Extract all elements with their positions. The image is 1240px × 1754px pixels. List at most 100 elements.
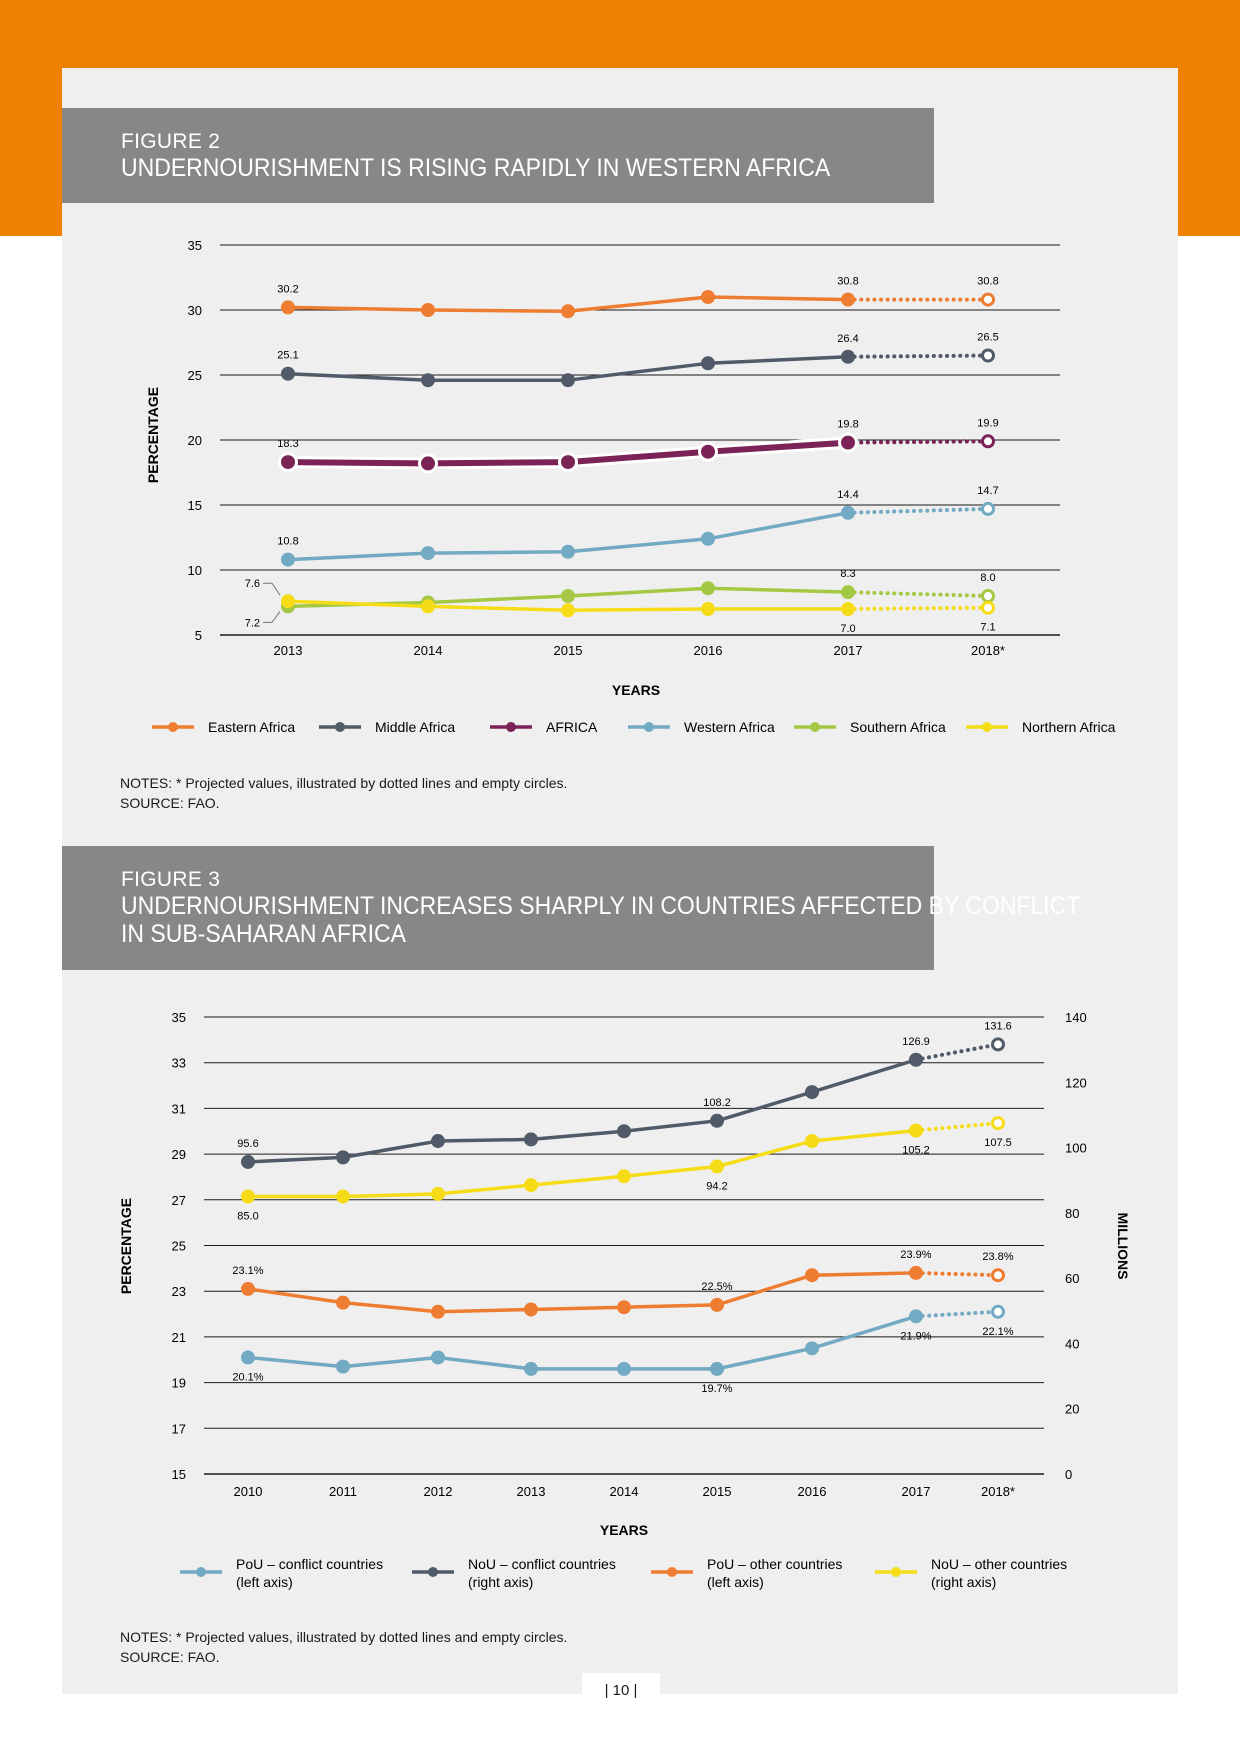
y-tick-label: 27 bbox=[172, 1193, 186, 1208]
legend-axis-note: (right axis) bbox=[468, 1574, 533, 1590]
data-label: 19.8 bbox=[837, 419, 858, 431]
y-tick-label: 17 bbox=[172, 1421, 186, 1436]
legend-marker-nou-conflict-countries bbox=[428, 1567, 438, 1577]
pou-other-countries-point bbox=[909, 1265, 923, 1280]
data-label: 22.5% bbox=[701, 1281, 732, 1293]
nou-conflict-countries-point bbox=[805, 1085, 819, 1100]
legend-label-western-africa: Western Africa bbox=[684, 719, 775, 735]
figure-2-title: UNDERNOURISHMENT IS RISING RAPIDLY IN WE… bbox=[121, 154, 831, 182]
northern-africa-point bbox=[701, 602, 715, 616]
pou-conflict-countries-projected-line bbox=[914, 1309, 1000, 1319]
y-tick-label: 33 bbox=[172, 1056, 186, 1071]
nou-conflict-countries-point bbox=[431, 1134, 445, 1149]
nou-other-countries-point bbox=[805, 1134, 819, 1149]
y-tick-label: 35 bbox=[172, 1010, 186, 1025]
legend-marker-pou-other-countries bbox=[667, 1567, 677, 1577]
y2-axis-title: MILLIONS bbox=[1115, 1213, 1131, 1280]
data-label: 107.5 bbox=[984, 1137, 1012, 1149]
data-label: 105.2 bbox=[902, 1145, 930, 1157]
legend-marker-africa bbox=[506, 722, 516, 732]
data-label: 30.8 bbox=[977, 276, 998, 288]
nou-conflict-countries-point bbox=[710, 1113, 724, 1128]
legend-axis-note: (left axis) bbox=[236, 1574, 293, 1590]
eastern-africa-point bbox=[281, 300, 295, 315]
data-label: 94.2 bbox=[706, 1181, 727, 1193]
data-label: 131.6 bbox=[984, 1020, 1012, 1032]
legend-label-middle-africa: Middle Africa bbox=[375, 719, 455, 735]
y-axis-title: PERCENTAGE bbox=[118, 1198, 134, 1294]
legend-label-pou-conflict-countries: PoU – conflict countries bbox=[236, 1556, 383, 1572]
x-tick-label: 2014 bbox=[414, 643, 443, 658]
northern-africa-projected-point bbox=[981, 600, 995, 615]
figure-3-title-line2: IN SUB-SAHARAN AFRICA bbox=[121, 920, 406, 948]
data-label: 7.1 bbox=[980, 622, 995, 634]
figure-3-chart: 15 17 19 21 23 25 27 29 31 33 35 0 20 40 60 80 100 120 140… bbox=[118, 1010, 1131, 1590]
data-label: 21.9% bbox=[900, 1330, 931, 1342]
pou-conflict-countries-point bbox=[909, 1309, 923, 1324]
pou-conflict-countries-point bbox=[431, 1350, 445, 1365]
y2-tick-label: 140 bbox=[1065, 1010, 1087, 1025]
y-tick-label: 31 bbox=[172, 1101, 186, 1116]
northern-africa-point bbox=[561, 603, 575, 618]
southern-africa-point bbox=[561, 589, 575, 603]
middle-africa-projected-point bbox=[981, 348, 995, 363]
middle-africa-point bbox=[281, 366, 295, 381]
data-label: 126.9 bbox=[902, 1036, 930, 1048]
nou-other-countries-point bbox=[241, 1189, 255, 1204]
nou-conflict-countries-point bbox=[241, 1154, 255, 1169]
legend-label-northern-africa: Northern Africa bbox=[1022, 719, 1116, 735]
western-africa-point bbox=[281, 552, 295, 567]
nou-other-countries-point bbox=[431, 1186, 445, 1201]
x-tick-label: 2018* bbox=[971, 643, 1005, 658]
data-label: 19.7% bbox=[701, 1383, 732, 1395]
africa-point bbox=[841, 435, 855, 450]
figure-2-chart: 5 10 15 20 25 30 35 2013 2014 2015 2016 2017 2018* YE… bbox=[145, 238, 1116, 735]
nou-other-countries-projected-line bbox=[914, 1121, 1000, 1133]
y2-tick-label: 60 bbox=[1065, 1271, 1079, 1286]
data-label: 26.5 bbox=[977, 332, 998, 344]
data-label: 108.2 bbox=[703, 1097, 731, 1109]
data-label: 26.4 bbox=[837, 333, 858, 345]
northern-africa-point bbox=[281, 594, 295, 609]
eastern-africa-point bbox=[561, 304, 575, 319]
data-label: 25.1 bbox=[277, 350, 298, 362]
y-axis-title: PERCENTAGE bbox=[145, 387, 161, 483]
legend-label-pou-other-countries: PoU – other countries bbox=[707, 1556, 842, 1572]
southern-africa-point bbox=[701, 581, 715, 596]
western-africa-point bbox=[701, 531, 715, 546]
data-label: 10.8 bbox=[277, 536, 298, 548]
nou-conflict-countries-line bbox=[247, 1058, 917, 1164]
africa-projected-line bbox=[846, 439, 990, 445]
figure-3-notes-text: NOTES: * Projected values, illustrated b… bbox=[120, 1629, 568, 1645]
pou-other-countries-point bbox=[524, 1302, 538, 1317]
x-tick-label: 2017 bbox=[902, 1484, 931, 1499]
figure-2-number: FIGURE 2 bbox=[121, 130, 221, 153]
y2-tick-label: 100 bbox=[1065, 1141, 1087, 1156]
label-leader bbox=[263, 582, 281, 596]
figure-2-notes-text: NOTES: * Projected values, illustrated b… bbox=[120, 775, 568, 791]
data-label: 30.8 bbox=[837, 276, 858, 288]
legend-marker-pou-conflict-countries bbox=[196, 1567, 206, 1577]
figure-3-notes: NOTES: * Projected values, illustrated b… bbox=[120, 1627, 567, 1667]
figure-3-title-line1: UNDERNOURISHMENT INCREASES SHARPLY IN CO… bbox=[121, 892, 1081, 920]
pou-conflict-countries-point bbox=[524, 1361, 538, 1376]
nou-conflict-countries-point bbox=[617, 1124, 631, 1139]
legend-marker-nou-other-countries bbox=[891, 1567, 901, 1577]
pou-other-countries-point bbox=[431, 1304, 445, 1319]
data-label: 85.0 bbox=[237, 1211, 258, 1223]
eastern-africa-projected-point bbox=[981, 292, 995, 307]
x-tick-label: 2015 bbox=[554, 643, 583, 658]
x-tick-label: 2013 bbox=[274, 643, 303, 658]
nou-conflict-countries-projected-point bbox=[991, 1037, 1005, 1052]
data-label: 14.4 bbox=[837, 489, 858, 501]
pou-conflict-countries-point bbox=[336, 1359, 350, 1374]
y-tick-label: 35 bbox=[188, 238, 202, 253]
legend-label-nou-conflict-countries: NoU – conflict countries bbox=[468, 1556, 616, 1572]
y-tick-label: 25 bbox=[172, 1239, 186, 1254]
pou-other-countries-point bbox=[710, 1297, 724, 1312]
legend-marker-northern-africa bbox=[982, 722, 992, 732]
y-tick-label: 30 bbox=[188, 303, 202, 318]
pou-other-countries-projected-line bbox=[914, 1270, 1000, 1278]
page-number: | 10 | bbox=[582, 1673, 660, 1709]
y-tick-label: 19 bbox=[172, 1376, 186, 1391]
